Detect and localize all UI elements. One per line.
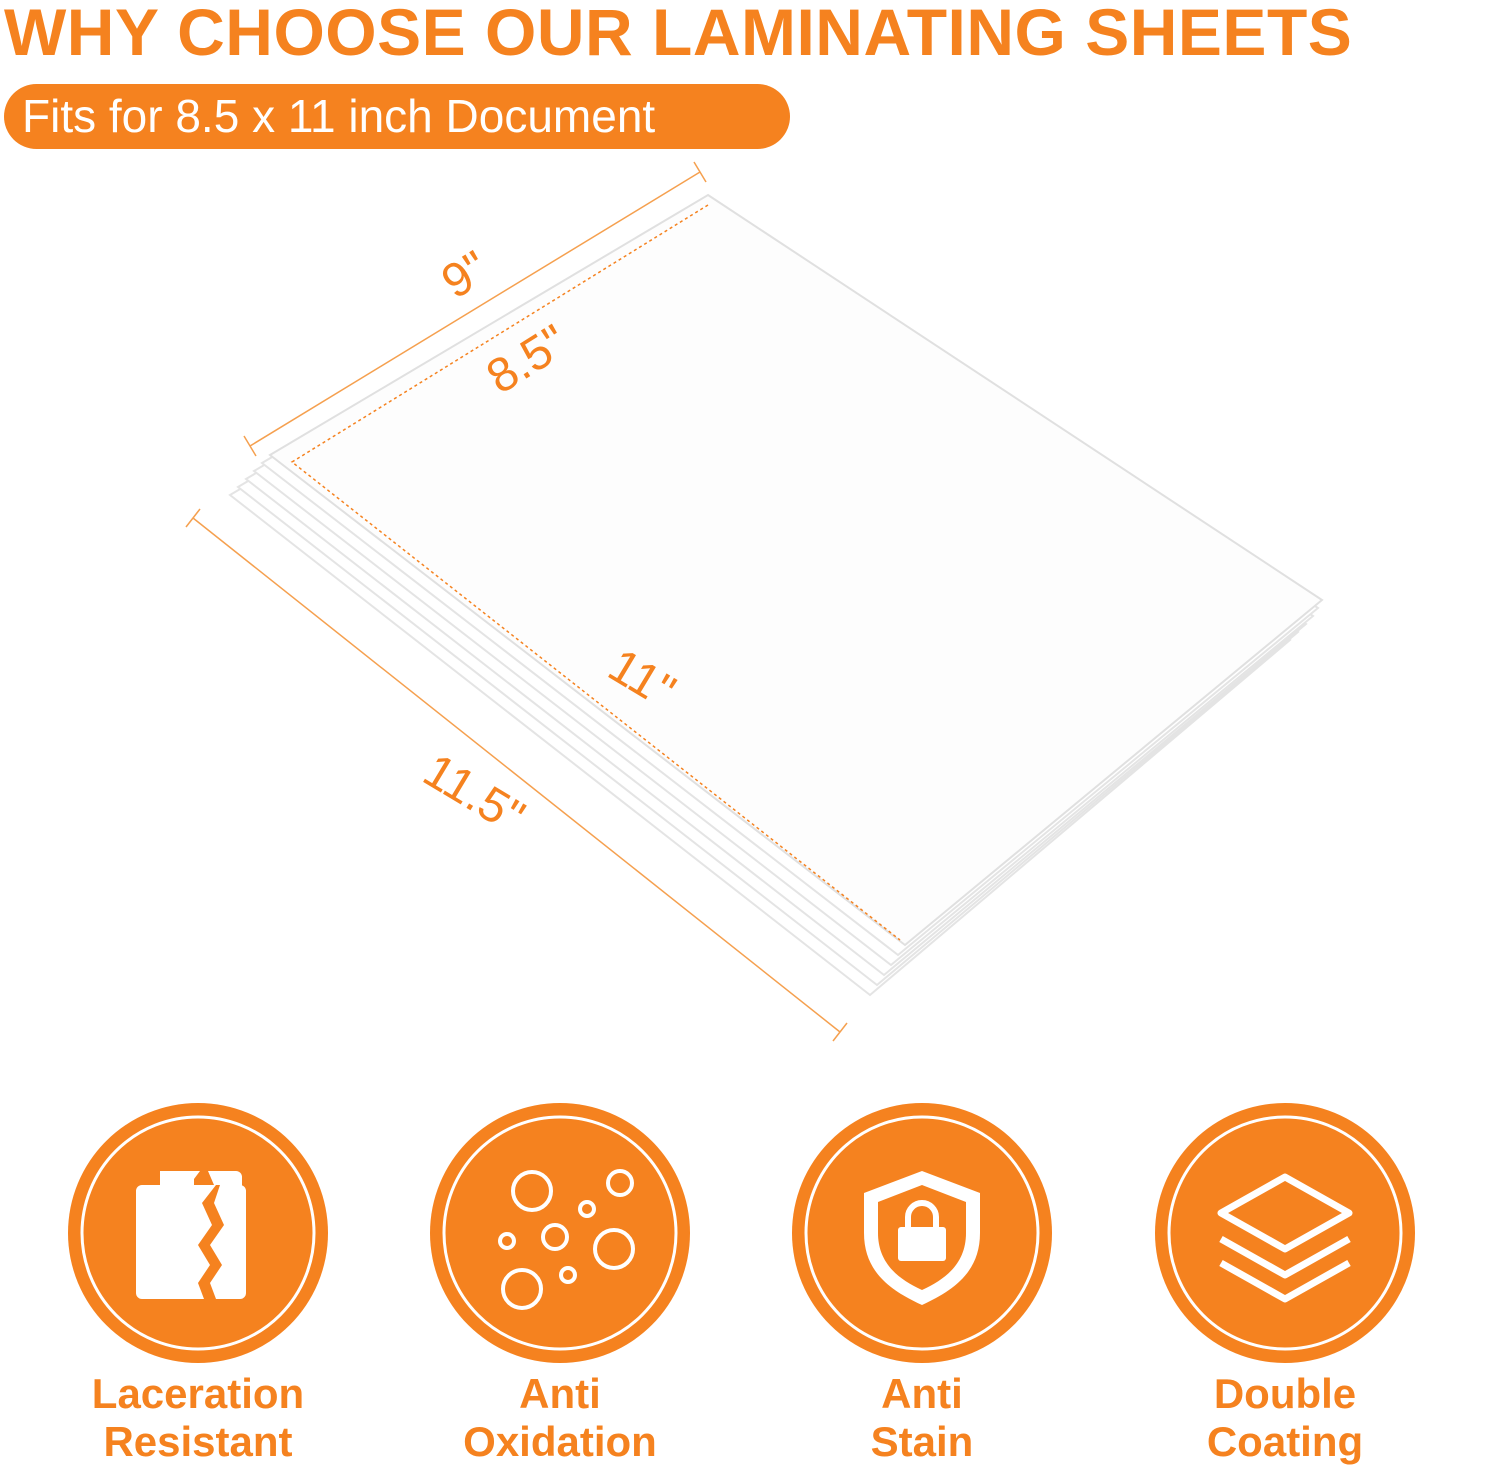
feature-line1: Double bbox=[1213, 1370, 1357, 1417]
sheet-width-label: 9" bbox=[433, 241, 498, 309]
page-title: WHY CHOOSE OUR LAMINATING SHEETS bbox=[4, 0, 1353, 69]
bubbles-icon bbox=[430, 1103, 690, 1363]
paper-outline bbox=[290, 204, 901, 941]
feature-anti-oxidation: Anti Oxidation bbox=[410, 1370, 710, 1466]
feature-line2: Resistant bbox=[103, 1418, 293, 1465]
subtitle-badge: Fits for 8.5 x 11 inch Document bbox=[4, 84, 790, 149]
shield-lock-icon bbox=[792, 1103, 1052, 1363]
layers-icon bbox=[1155, 1103, 1415, 1363]
feature-line2: Coating bbox=[1206, 1418, 1364, 1465]
dimension-lines bbox=[185, 161, 848, 1042]
feature-double-coating: Double Coating bbox=[1135, 1370, 1435, 1466]
feature-laceration-resistant: Laceration Resistant bbox=[48, 1370, 348, 1466]
feature-line2: Stain bbox=[870, 1418, 974, 1465]
feature-anti-stain: Anti Stain bbox=[772, 1370, 1072, 1466]
feature-line2: Oxidation bbox=[463, 1418, 657, 1465]
sheet-length-label: 11.5" bbox=[414, 744, 533, 844]
feature-line1: Anti bbox=[519, 1370, 601, 1417]
sheet-stack bbox=[228, 193, 1324, 997]
torn-sheet-icon bbox=[68, 1103, 328, 1363]
feature-line1: Laceration bbox=[91, 1370, 305, 1417]
feature-line1: Anti bbox=[881, 1370, 963, 1417]
